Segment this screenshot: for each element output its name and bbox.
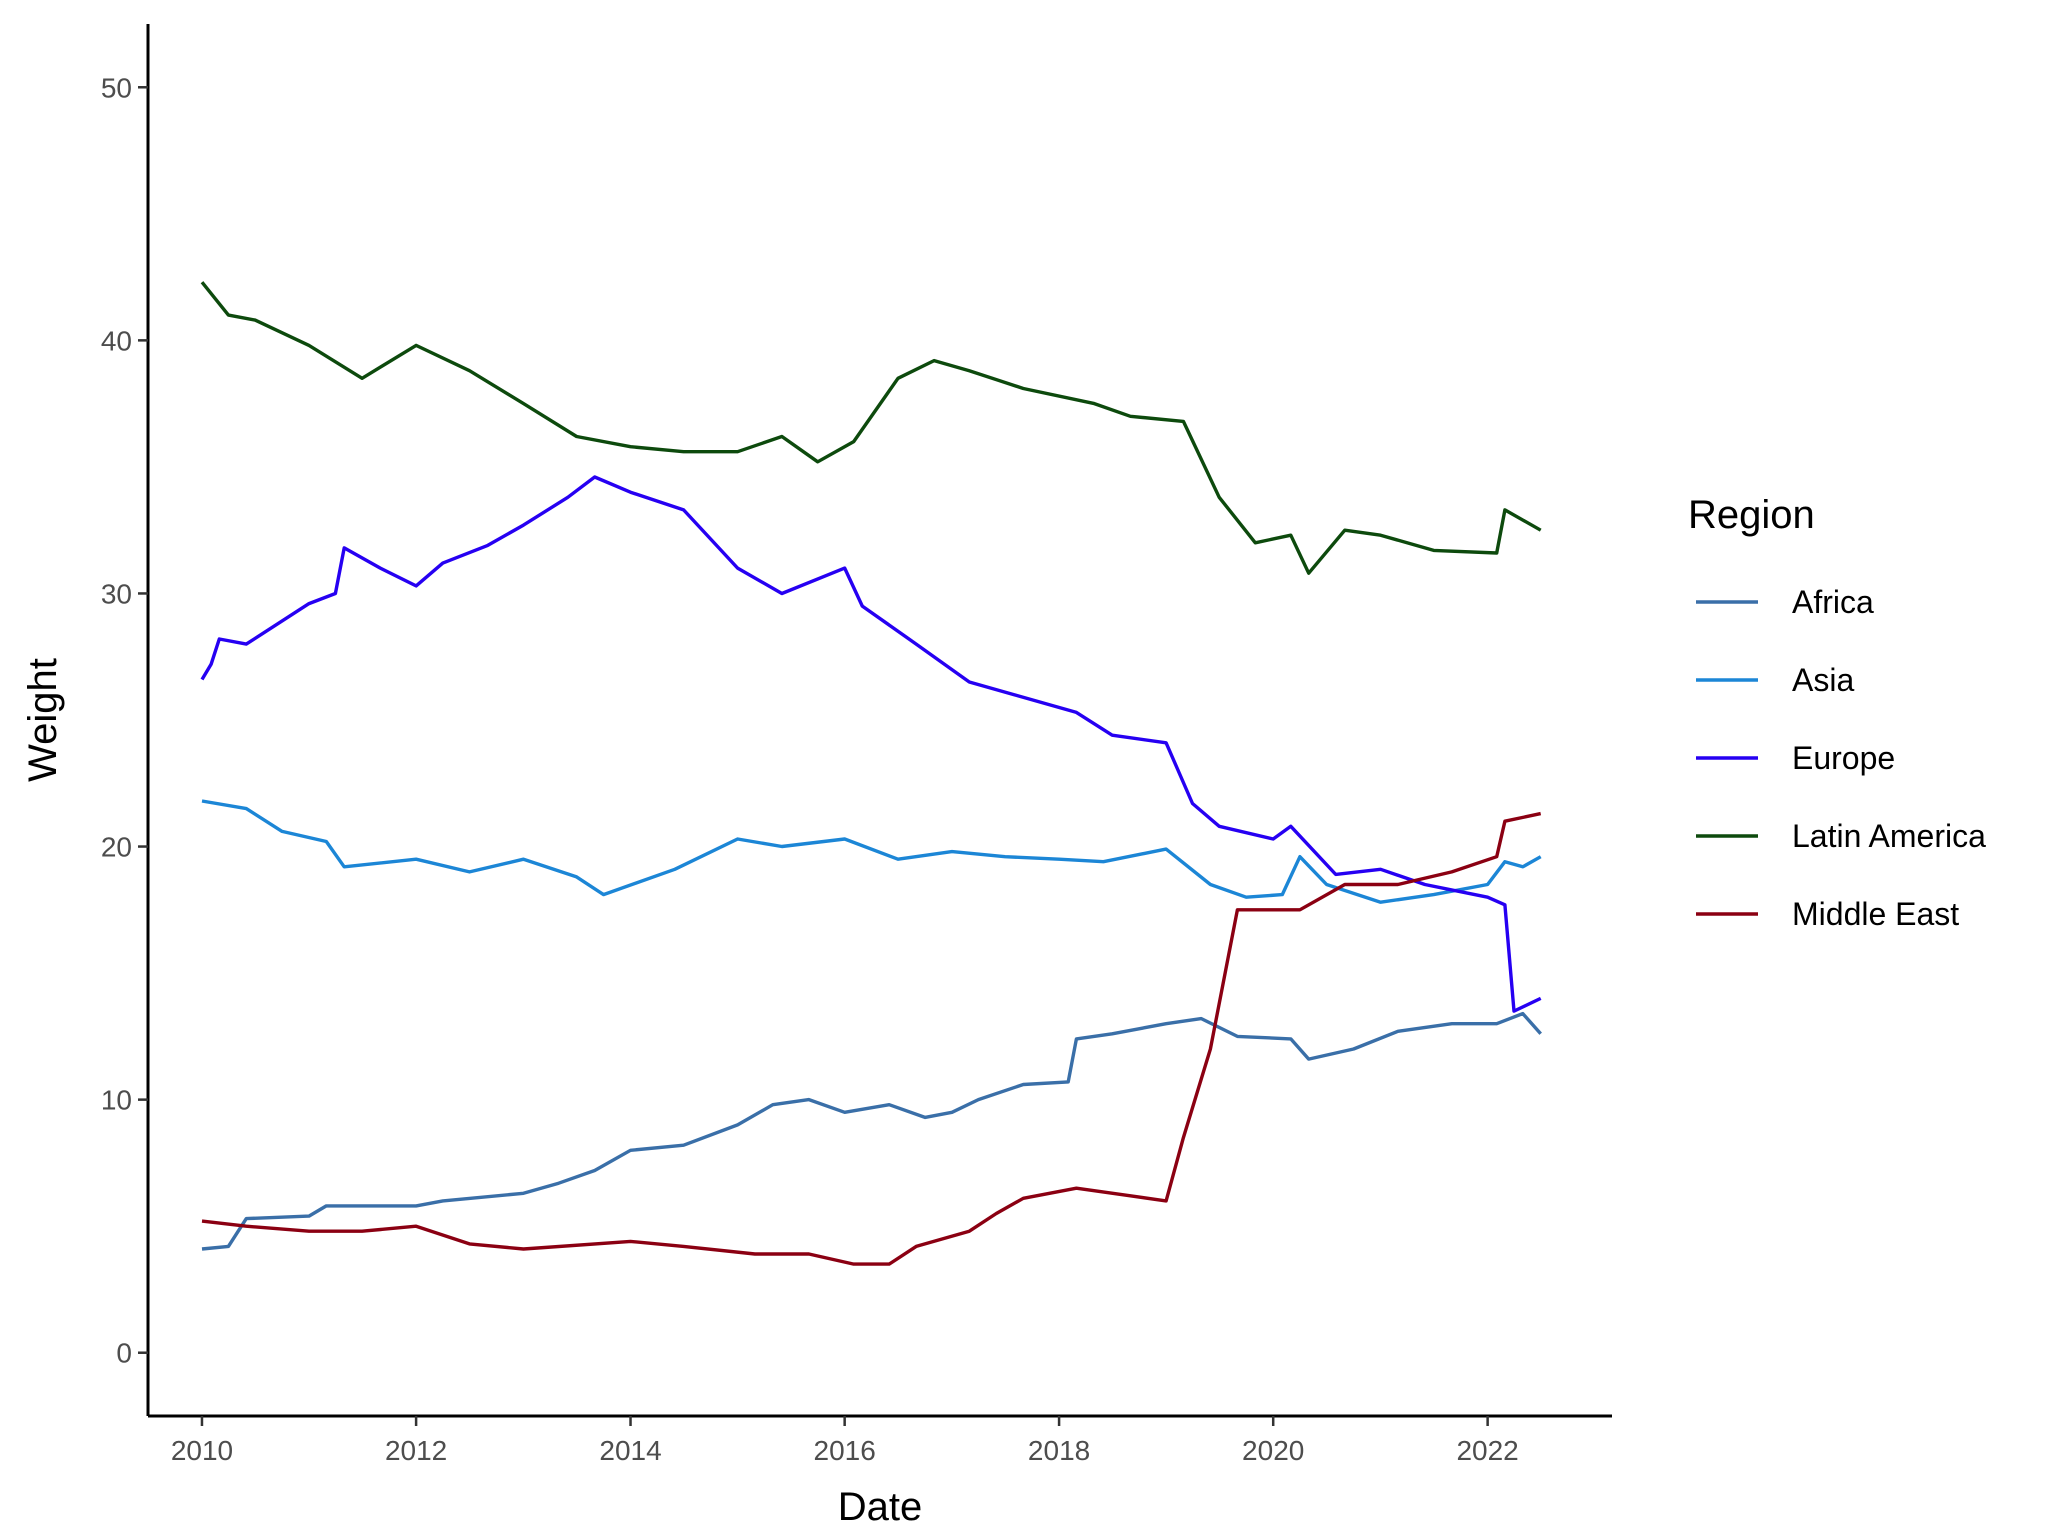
x-tick-label: 2016 [814,1435,876,1466]
legend-item-middle-east: Middle East [1696,896,1959,932]
legend-item-latin-america: Latin America [1696,818,1986,854]
legend-item-europe: Europe [1696,740,1895,776]
y-axis-title: Weight [21,658,65,782]
legend-label: Latin America [1792,818,1986,854]
series-line-europe [200,475,1542,1013]
series-lines [200,281,1542,1266]
plot-area: 0 10 20 30 40 50 2010 2012 2014 2016 2018 2020 2022 [101,24,1612,1466]
legend-label: Middle East [1792,896,1959,932]
legend-label: Europe [1792,740,1895,776]
x-tick-label: 2018 [1028,1435,1090,1466]
legend: Region Africa Asia Europe Latin America Midd… [1688,493,1986,932]
legend-label: Asia [1792,662,1854,698]
x-tick-label: 2010 [171,1435,233,1466]
legend-title: Region [1688,493,1815,537]
y-tick-label: 30 [101,578,132,609]
legend-item-asia: Asia [1696,662,1854,698]
series-line-middle-east [201,811,1542,1266]
legend-item-africa: Africa [1696,584,1874,620]
x-axis-title: Date [838,1485,923,1529]
y-tick-label: 0 [116,1338,132,1369]
x-tick-label: 2022 [1456,1435,1518,1466]
y-tick-label: 50 [101,72,132,103]
x-axis-ticks: 2010 2012 2014 2016 2018 2020 2022 [171,1416,1519,1466]
y-tick-label: 40 [101,325,132,356]
x-tick-label: 2014 [599,1435,661,1466]
y-tick-label: 20 [101,832,132,863]
y-tick-label: 10 [101,1085,132,1116]
y-axis-ticks: 0 10 20 30 40 50 [101,72,148,1369]
series-line-asia [201,799,1542,904]
legend-items: Africa Asia Europe Latin America Middle East [1696,584,1986,932]
series-line-latin-america [200,281,1542,575]
series-line-africa [201,1011,1542,1251]
legend-label: Africa [1792,584,1874,620]
x-tick-label: 2012 [385,1435,447,1466]
x-tick-label: 2020 [1242,1435,1304,1466]
